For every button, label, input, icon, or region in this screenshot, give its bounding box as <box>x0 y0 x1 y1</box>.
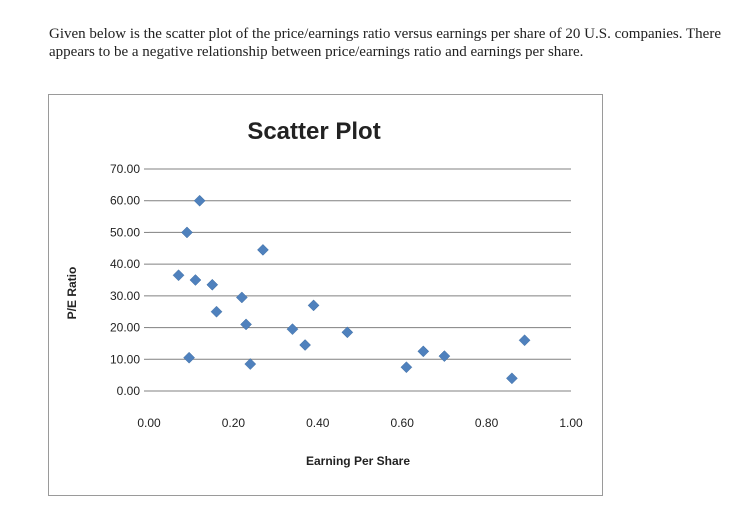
data-point <box>206 278 219 291</box>
x-tick-label: 0.80 <box>475 416 499 430</box>
data-point <box>417 345 430 358</box>
y-tick-label: 70.00 <box>110 162 140 176</box>
x-tick-labels: 0.00 0.20 0.40 0.60 0.80 1.00 <box>137 416 583 430</box>
y-tick-label: 60.00 <box>110 194 140 208</box>
data-point <box>193 194 206 207</box>
data-point <box>183 351 195 364</box>
data-point <box>299 339 311 351</box>
x-tick-label: 0.40 <box>306 416 330 430</box>
y-tick-label: 20.00 <box>110 321 140 335</box>
y-tick-label: 50.00 <box>110 225 140 239</box>
data-point <box>400 361 413 374</box>
data-point <box>438 350 451 362</box>
x-tick-label: 0.60 <box>391 416 415 430</box>
data-point <box>506 372 518 385</box>
x-tick-label: 1.00 <box>559 416 583 430</box>
y-axis-label: P/E Ratio <box>65 267 79 320</box>
chart-title: Scatter Plot <box>247 118 380 145</box>
data-point <box>181 226 193 239</box>
data-point <box>244 358 257 370</box>
y-tick-label: 40.00 <box>110 257 140 271</box>
data-point <box>235 291 248 304</box>
data-point <box>240 318 252 331</box>
data-point <box>257 244 269 256</box>
data-point <box>172 269 185 282</box>
intro-paragraph: Given below is the scatter plot of the p… <box>49 26 721 60</box>
x-tick-label: 0.20 <box>222 416 246 430</box>
data-point <box>341 326 354 339</box>
data-point <box>286 323 299 336</box>
x-tick-label: 0.00 <box>137 416 161 430</box>
x-axis-label: Earning Per Share <box>306 454 410 468</box>
y-tick-label: 0.00 <box>117 384 141 398</box>
y-tick-labels: 0.00 10.00 20.00 30.00 40.00 50.00 60.00 70.00 <box>110 162 140 398</box>
data-point <box>307 299 320 312</box>
data-point <box>210 305 223 318</box>
data-point <box>189 274 202 286</box>
y-tick-label: 10.00 <box>110 352 140 366</box>
data-point <box>518 334 531 347</box>
grid-lines <box>144 168 571 392</box>
scatter-chart: Scatter Plot Earning Per Share P/E Ratio… <box>48 94 603 496</box>
data-points <box>172 194 531 385</box>
y-tick-label: 30.00 <box>110 289 140 303</box>
chart-canvas: Scatter Plot Earning Per Share P/E Ratio… <box>65 118 583 468</box>
